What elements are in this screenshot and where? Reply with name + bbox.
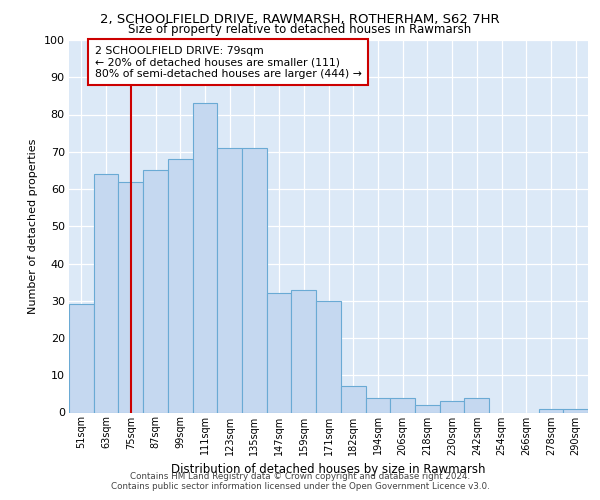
X-axis label: Distribution of detached houses by size in Rawmarsh: Distribution of detached houses by size … [171, 463, 486, 476]
Text: Size of property relative to detached houses in Rawmarsh: Size of property relative to detached ho… [128, 22, 472, 36]
Text: Contains public sector information licensed under the Open Government Licence v3: Contains public sector information licen… [110, 482, 490, 491]
Bar [464, 398, 489, 412]
Bar [267, 294, 292, 412]
Bar [539, 409, 563, 412]
Bar [168, 159, 193, 412]
Bar [242, 148, 267, 412]
Bar [118, 182, 143, 412]
Bar [341, 386, 365, 412]
Bar [390, 398, 415, 412]
Bar [217, 148, 242, 412]
Bar [365, 398, 390, 412]
Bar [440, 402, 464, 412]
Bar [193, 104, 217, 412]
Bar [415, 405, 440, 412]
Bar [94, 174, 118, 412]
Bar [316, 300, 341, 412]
Text: Contains HM Land Registry data © Crown copyright and database right 2024.: Contains HM Land Registry data © Crown c… [130, 472, 470, 481]
Text: 2 SCHOOLFIELD DRIVE: 79sqm
← 20% of detached houses are smaller (111)
80% of sem: 2 SCHOOLFIELD DRIVE: 79sqm ← 20% of deta… [95, 46, 362, 79]
Bar [292, 290, 316, 412]
Bar [563, 409, 588, 412]
Y-axis label: Number of detached properties: Number of detached properties [28, 138, 38, 314]
Bar [69, 304, 94, 412]
Bar [143, 170, 168, 412]
Text: 2, SCHOOLFIELD DRIVE, RAWMARSH, ROTHERHAM, S62 7HR: 2, SCHOOLFIELD DRIVE, RAWMARSH, ROTHERHA… [100, 12, 500, 26]
